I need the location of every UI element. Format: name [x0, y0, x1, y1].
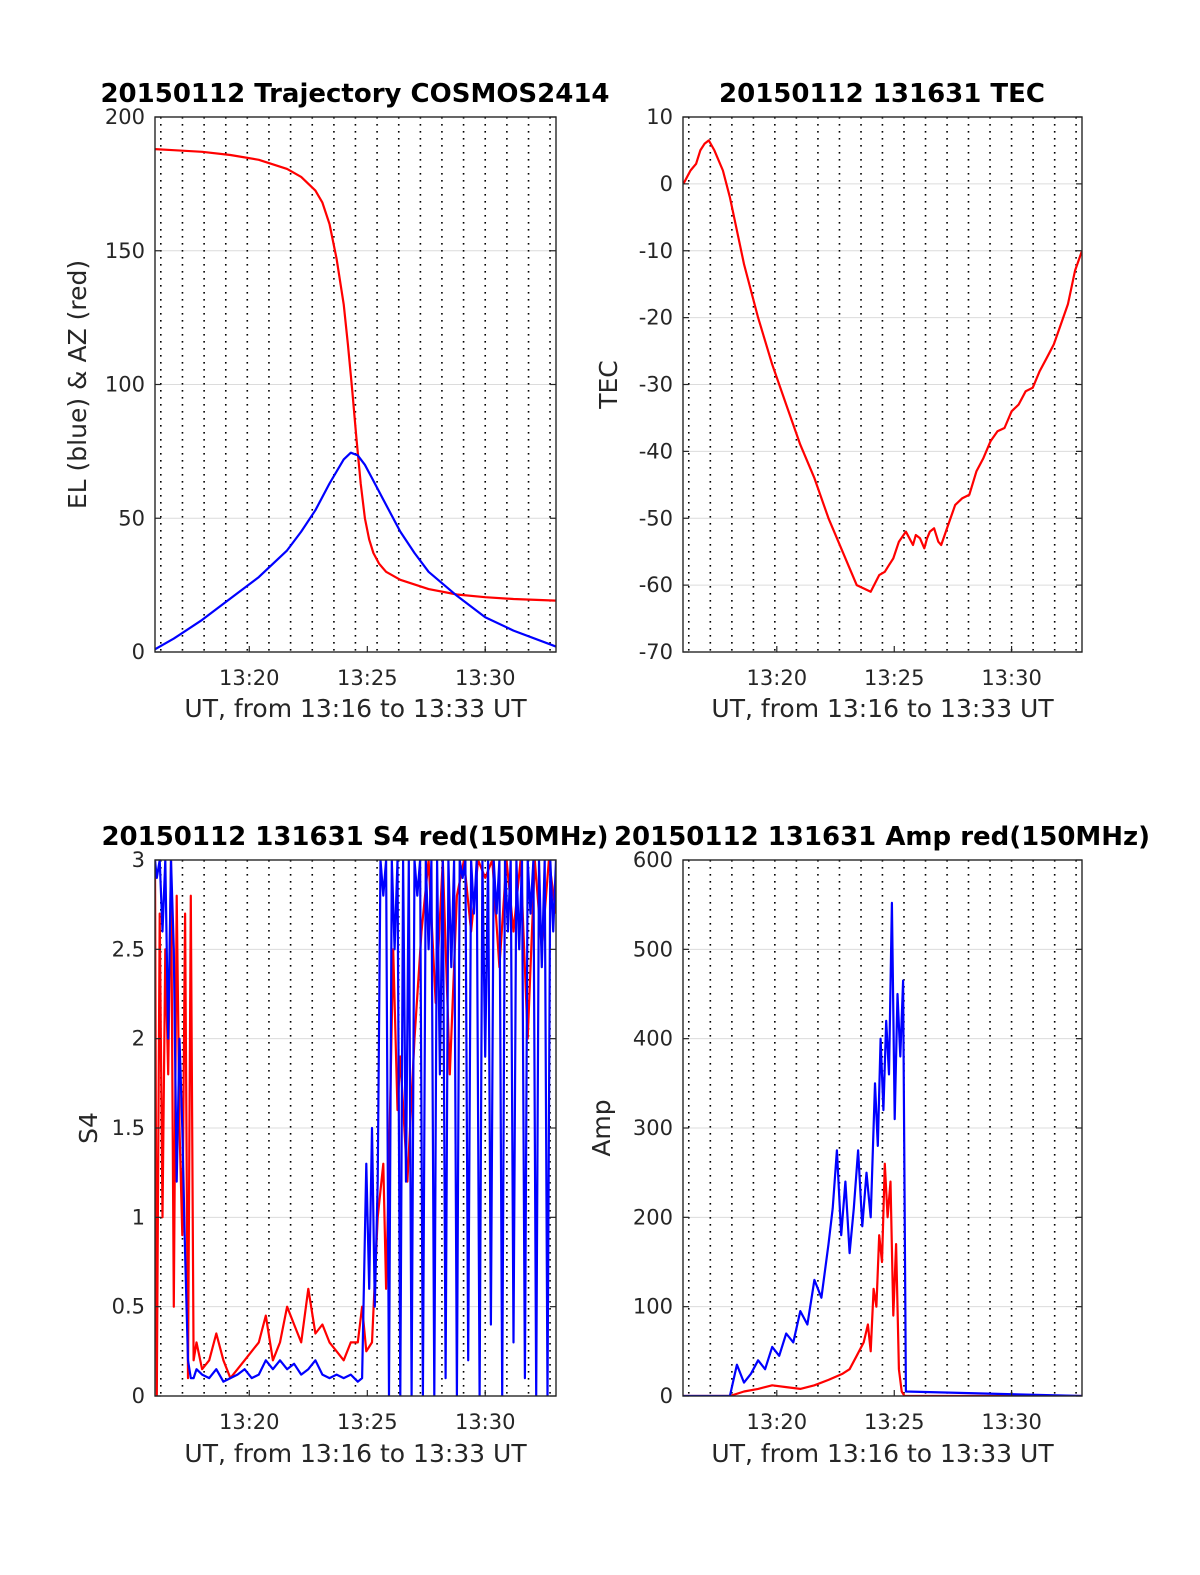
chart-panel-3: 0 0.5 1 1.5 2 2.5 3 13:20 13:25 13:30 20150112 131…	[74, 822, 609, 1468]
x-axis-label: UT, from 13:16 to 13:33 UT	[184, 694, 527, 723]
y-axis-label: TEC	[594, 360, 623, 410]
y-axis-label: EL (blue) & AZ (red)	[63, 260, 92, 509]
y-tick-label: 200	[633, 1205, 673, 1229]
y-tick-label: 0.5	[112, 1295, 145, 1319]
x-tick-label: 13:30	[981, 666, 1042, 690]
x-tick-label: 13:20	[219, 666, 280, 690]
y-tick-label: 0	[132, 1384, 145, 1408]
y-tick-label: -10	[639, 239, 673, 263]
x-axis-label: UT, from 13:16 to 13:33 UT	[184, 1439, 527, 1468]
y-tick-label: -30	[639, 373, 673, 397]
x-axis-label: UT, from 13:16 to 13:33 UT	[711, 694, 1054, 723]
chart-title: 20150112 131631 Amp red(150MHz)	[614, 822, 1150, 852]
y-tick-label: 3	[132, 848, 145, 872]
y-tick-label: -20	[639, 306, 673, 330]
chart-panel-4: 0 100 200 300 400 500 600 13:20 13:25 13:30 201501…	[587, 822, 1150, 1468]
y-tick-label: -50	[639, 506, 673, 530]
y-axis-label: Amp	[587, 1099, 616, 1156]
series-line-blue	[155, 860, 556, 1396]
y-tick-label: 1	[132, 1205, 145, 1229]
x-axis-label: UT, from 13:16 to 13:33 UT	[711, 1439, 1054, 1468]
y-tick-label: -40	[639, 439, 673, 463]
series-line-blue	[155, 451, 556, 651]
y-tick-label: 10	[646, 105, 673, 129]
series-line-red	[155, 148, 556, 602]
y-tick-label: 600	[633, 848, 673, 872]
y-tick-label: 0	[660, 1384, 673, 1408]
chart-title: 20150112 131631 S4 red(150MHz)	[101, 822, 608, 852]
y-tick-label: 50	[118, 506, 145, 530]
y-tick-label: -70	[639, 640, 673, 664]
y-tick-label: 100	[105, 373, 145, 397]
x-tick-label: 13:20	[747, 1410, 808, 1434]
chart-title: 20150112 131631 TEC	[719, 79, 1045, 109]
x-tick-label: 13:20	[747, 666, 808, 690]
x-tick-label: 13:30	[455, 666, 516, 690]
x-tick-label: 13:30	[455, 1410, 516, 1434]
y-tick-label: 500	[633, 937, 673, 961]
y-tick-label: 2.5	[112, 937, 145, 961]
y-tick-label: -60	[639, 573, 673, 597]
x-tick-label: 13:25	[337, 1410, 398, 1434]
chart-title: 20150112 Trajectory COSMOS2414	[100, 79, 609, 109]
series-line-red	[683, 1162, 1082, 1396]
x-tick-label: 13:20	[219, 1410, 280, 1434]
chart-panel-1: 0 50 100 150 200 13:20 13:25 13:30 20150112 Traj…	[63, 79, 610, 723]
y-tick-label: 400	[633, 1027, 673, 1051]
y-tick-label: 2	[132, 1027, 145, 1051]
x-tick-label: 13:25	[864, 666, 925, 690]
y-tick-label: 1.5	[112, 1116, 145, 1140]
y-tick-label: 0	[660, 172, 673, 196]
x-tick-label: 13:25	[337, 666, 398, 690]
series-line-red	[683, 139, 1082, 593]
y-tick-label: 150	[105, 239, 145, 263]
y-tick-label: 300	[633, 1116, 673, 1140]
chart-panel-2: -70 -60 -50 -40 -30 -20 -10 0 10 13:20 13:25 13:30 2…	[594, 79, 1083, 723]
y-tick-label: 200	[105, 105, 145, 129]
y-tick-label: 0	[132, 640, 145, 664]
x-tick-label: 13:25	[864, 1410, 925, 1434]
x-tick-label: 13:30	[981, 1410, 1042, 1434]
y-tick-label: 100	[633, 1295, 673, 1319]
series-line-blue	[683, 901, 1082, 1396]
y-axis-label: S4	[74, 1112, 103, 1144]
